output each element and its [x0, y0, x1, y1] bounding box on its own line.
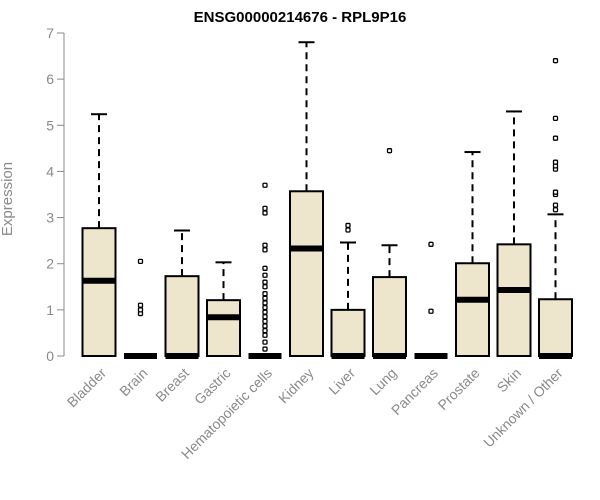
box-5: [248, 182, 282, 359]
outlier-point: [552, 115, 559, 122]
outlier-point: [262, 242, 268, 248]
box-1: [81, 113, 117, 357]
x-tick-label: Unknown / Other: [480, 365, 566, 451]
outlier-point: [552, 58, 559, 64]
box-4: [206, 261, 241, 357]
outlier-point: [262, 279, 268, 285]
outlier-point: [262, 346, 268, 352]
outlier-point: [262, 332, 268, 338]
box-11: [496, 110, 532, 357]
outlier-point: [262, 339, 268, 345]
x-tick-label: Lung: [366, 365, 399, 398]
y-tick-label: 0: [46, 348, 54, 364]
box-8: [372, 148, 407, 359]
y-tick-label: 4: [46, 163, 54, 179]
outlier-point: [262, 300, 268, 306]
chart-title: ENSG00000214676 - RPL9P16: [194, 9, 407, 26]
y-tick-label: 3: [46, 210, 54, 226]
box-rect: [206, 299, 241, 357]
outlier-point: [262, 210, 268, 216]
x-tick-label: Bladder: [64, 365, 110, 411]
outlier-point: [386, 148, 393, 154]
y-tick-label: 7: [46, 25, 54, 41]
outlier-point: [262, 295, 268, 301]
outlier-point: [262, 309, 268, 315]
box-6: [289, 41, 324, 357]
outlier-point: [552, 135, 559, 141]
box-9: [414, 241, 448, 359]
box-7: [330, 222, 366, 359]
outlier-point: [262, 205, 268, 211]
box-10: [455, 151, 490, 358]
y-tick-label: 2: [46, 256, 54, 272]
outlier-point: [262, 272, 268, 278]
box-rect: [372, 276, 407, 357]
box-rect: [538, 298, 573, 358]
x-tick-label: Brain: [116, 365, 150, 399]
y-tick-label: 5: [46, 117, 54, 133]
boxes-group: [81, 41, 573, 359]
box-2: [124, 258, 157, 359]
outlier-point: [262, 284, 268, 290]
outlier-point: [262, 314, 268, 320]
outlier-point: [137, 302, 144, 308]
box-rect: [81, 227, 117, 357]
outlier-point: [428, 308, 434, 314]
outlier-point: [552, 207, 559, 213]
outlier-point: [552, 189, 559, 195]
outlier-point: [262, 327, 268, 334]
outlier-point: [262, 182, 268, 188]
outlier-point: [262, 323, 268, 329]
x-tick-label: Breast: [152, 365, 192, 405]
outlier-point: [137, 258, 144, 265]
box-3: [164, 229, 200, 359]
outlier-point: [262, 265, 268, 271]
outlier-point: [552, 159, 559, 165]
outlier-point: [262, 318, 268, 325]
x-tick-label: Kidney: [275, 365, 317, 407]
y-axis-label: Expression: [0, 162, 16, 236]
outlier-point: [262, 247, 268, 253]
y-tick-label: 1: [46, 302, 54, 318]
x-tick-label: Skin: [494, 365, 525, 396]
outlier-point: [345, 222, 351, 229]
outlier-point: [552, 202, 559, 208]
outlier-point: [262, 291, 268, 297]
outlier-point: [262, 304, 268, 311]
box-12: [538, 58, 573, 359]
box-rect: [164, 275, 200, 357]
x-tick-label: Liver: [325, 365, 358, 398]
box-rect: [289, 190, 324, 357]
box-rect: [496, 243, 532, 357]
y-axis: 0 1 2 3 4 5 6 7: [46, 25, 65, 364]
outlier-point: [428, 241, 434, 247]
outlier-point: [345, 227, 351, 233]
box-rect: [455, 262, 490, 358]
x-tick-label: Prostate: [434, 365, 482, 413]
box-rect: [330, 308, 366, 358]
y-tick-label: 6: [46, 71, 54, 87]
outlier-point: [137, 307, 144, 313]
